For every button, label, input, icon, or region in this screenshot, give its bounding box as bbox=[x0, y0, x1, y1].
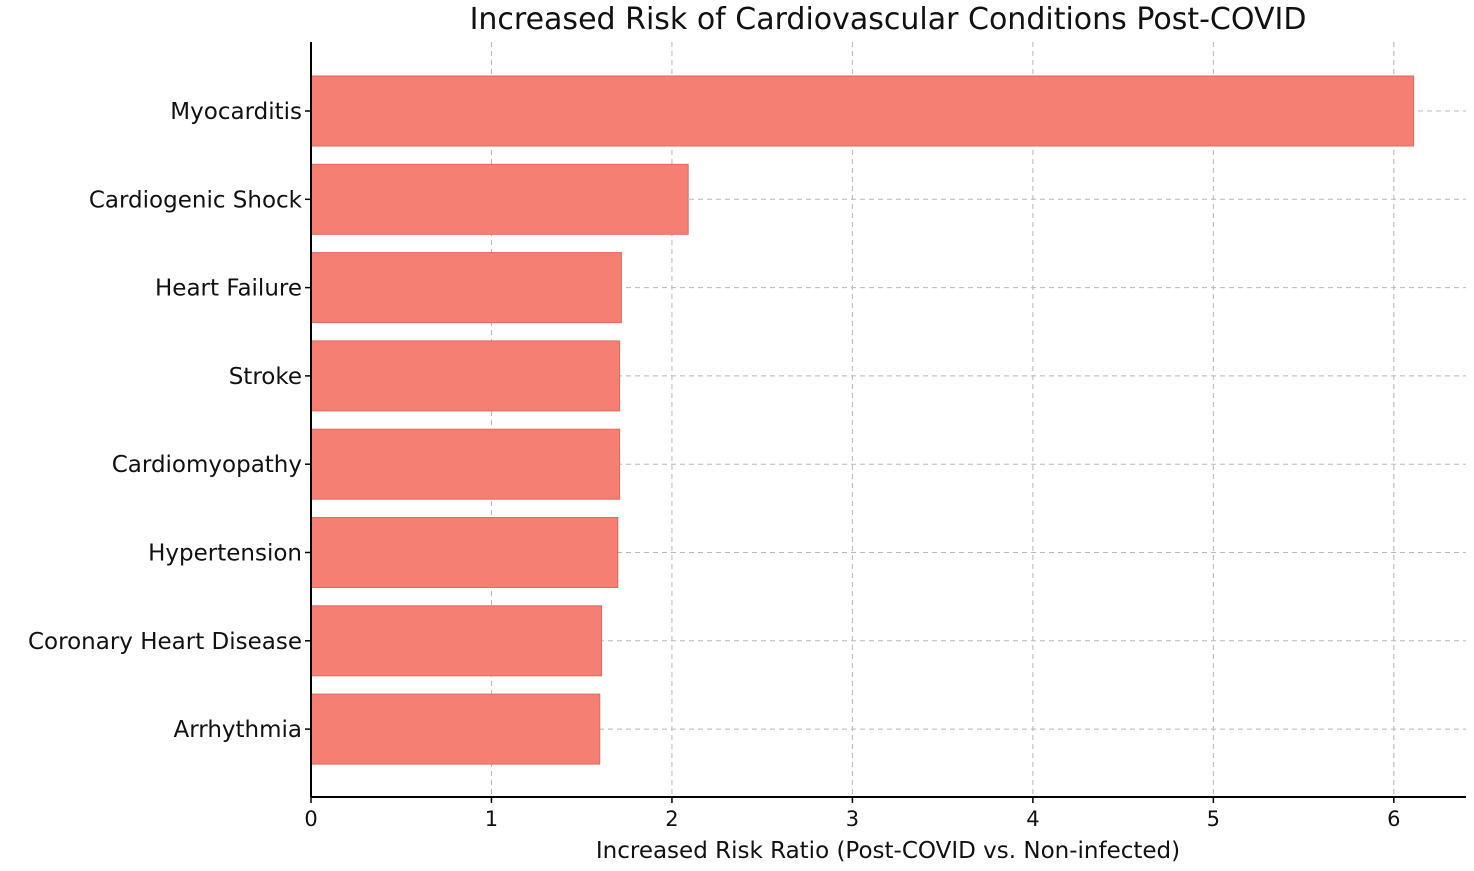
category-label: Stroke bbox=[229, 364, 302, 390]
bar bbox=[310, 163, 689, 235]
category-label: Coronary Heart Disease bbox=[28, 629, 302, 655]
category-label: Cardiomyopathy bbox=[112, 452, 302, 478]
category-label: Heart Failure bbox=[155, 276, 302, 302]
bar bbox=[310, 517, 619, 588]
bar bbox=[310, 693, 601, 765]
chart-title: Increased Risk of Cardiovascular Conditi… bbox=[470, 2, 1307, 37]
category-label: Myocarditis bbox=[170, 99, 302, 125]
x-axis-label: Increased Risk Ratio (Post-COVID vs. Non… bbox=[596, 838, 1180, 864]
x-tick-label: 3 bbox=[846, 807, 859, 831]
x-tick-label: 4 bbox=[1026, 807, 1039, 831]
bar bbox=[310, 75, 1415, 147]
x-tick-label: 1 bbox=[485, 807, 498, 831]
grid-lines bbox=[311, 42, 1466, 797]
category-label: Cardiogenic Shock bbox=[89, 187, 303, 213]
category-label: Hypertension bbox=[148, 541, 302, 567]
bar bbox=[310, 428, 621, 500]
bar bbox=[310, 252, 622, 324]
x-tick-label: 5 bbox=[1207, 807, 1220, 831]
bar bbox=[310, 605, 603, 677]
category-label: Arrhythmia bbox=[173, 717, 302, 743]
bar bbox=[310, 340, 621, 412]
bars bbox=[310, 75, 1415, 765]
axes: Myocarditis Cardiogenic Shock Heart Failur… bbox=[28, 42, 1466, 831]
x-tick-label: 6 bbox=[1387, 807, 1400, 831]
x-tick-label: 0 bbox=[304, 807, 317, 831]
x-tick-label: 2 bbox=[665, 807, 678, 831]
